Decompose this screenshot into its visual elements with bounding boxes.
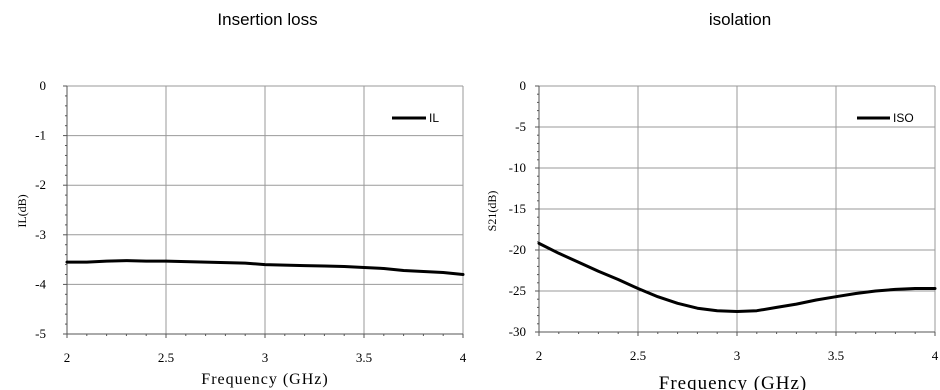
x-axis-label: Frequency (GHz) <box>201 371 328 388</box>
y-axis-label: IL(dB) <box>15 194 29 227</box>
y-axis-label: S21(dB) <box>485 191 499 232</box>
y-tick-label: -4 <box>35 276 46 291</box>
y-tick-label: -5 <box>35 326 46 341</box>
series-line-il <box>65 259 465 276</box>
x-tick-label: 2.5 <box>630 348 646 363</box>
x-axis-label: Frequency (GHz) <box>659 373 807 390</box>
x-tick-label: 2 <box>536 348 543 363</box>
y-tick-label: -2 <box>35 177 46 192</box>
y-tick-label: 0 <box>40 78 47 93</box>
y-tick-label: -20 <box>509 242 526 257</box>
x-tick-label: 2.5 <box>158 350 174 365</box>
series-line-iso <box>537 241 937 313</box>
y-tick-label: -25 <box>509 283 526 298</box>
y-tick-label: -1 <box>35 128 46 143</box>
y-tick-label: -15 <box>509 201 526 216</box>
x-tick-label: 2 <box>64 350 71 365</box>
x-tick-label: 4 <box>460 350 467 365</box>
x-tick-label: 3 <box>734 348 741 363</box>
y-tick-label: 0 <box>520 78 527 93</box>
y-tick-label: -5 <box>515 119 526 134</box>
x-tick-label: 3 <box>262 350 269 365</box>
chart-iso: 0 -5 -10 -15 -20 -25 -30 2 2.5 3 3.5 4 Frequency (GH… <box>485 78 939 390</box>
chart-title-isolation: isolation <box>708 10 772 29</box>
x-tick-label: 4 <box>932 348 939 363</box>
x-tick-label: 3.5 <box>356 350 372 365</box>
legend-label: ISO <box>893 111 914 125</box>
chart-title-insertion-loss: Insertion loss <box>217 10 318 29</box>
legend-label: IL <box>429 111 439 125</box>
y-tick-label: -30 <box>509 324 526 339</box>
chart-il: 0 -1 -2 -3 -4 -5 2 2.5 3 3.5 4 Frequency (GHz) IL(dB… <box>15 78 467 388</box>
y-tick-label: -3 <box>35 227 46 242</box>
y-tick-label: -10 <box>509 160 526 175</box>
x-tick-label: 3.5 <box>828 348 844 363</box>
